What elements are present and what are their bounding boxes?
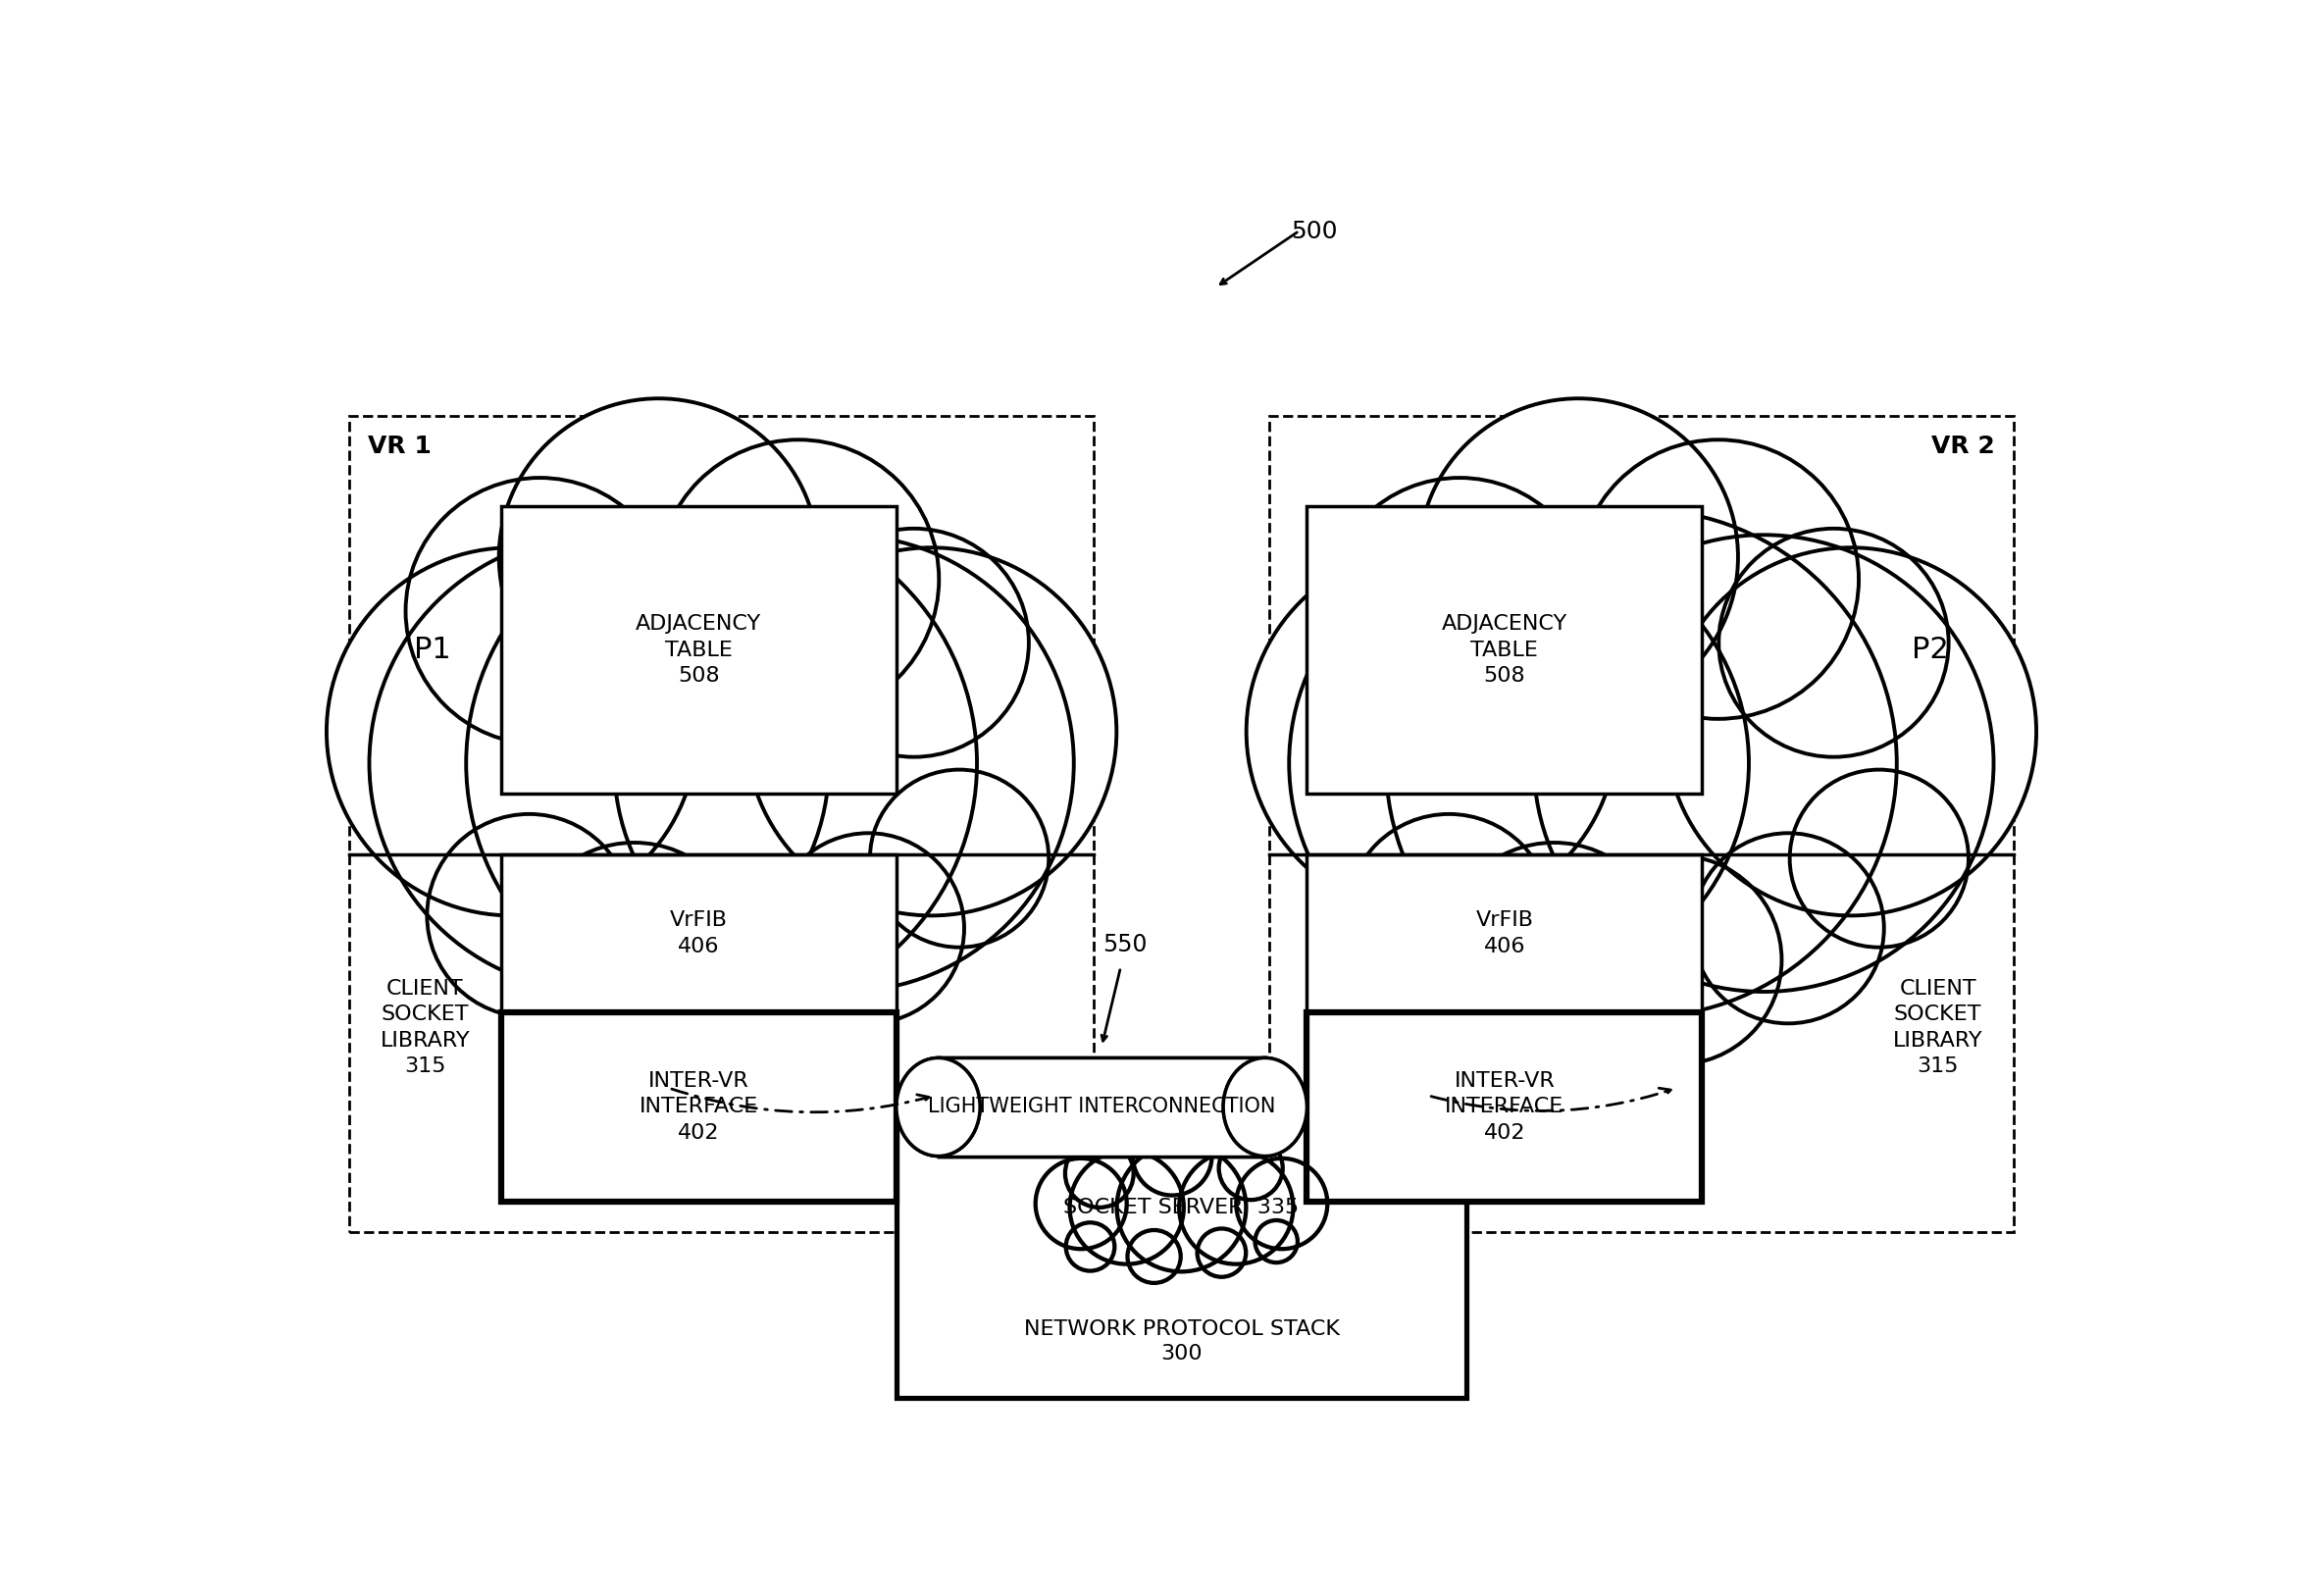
Circle shape <box>657 440 939 718</box>
FancyBboxPatch shape <box>939 1058 1266 1156</box>
Circle shape <box>650 855 862 1065</box>
Circle shape <box>1035 1159 1128 1250</box>
Ellipse shape <box>897 1058 980 1156</box>
Text: INTER-VR
INTERFACE
402: INTER-VR INTERFACE 402 <box>1446 1071 1563 1143</box>
Text: ADJACENCY
TABLE
508: ADJACENCY TABLE 508 <box>1441 614 1568 686</box>
Circle shape <box>1236 1159 1328 1250</box>
Circle shape <box>869 769 1049 948</box>
Ellipse shape <box>1222 1058 1308 1156</box>
Circle shape <box>1386 509 1898 1017</box>
Circle shape <box>613 535 1075 991</box>
Circle shape <box>747 547 1116 916</box>
Circle shape <box>1718 528 1949 757</box>
Circle shape <box>406 477 673 744</box>
FancyBboxPatch shape <box>1308 854 1702 1012</box>
Circle shape <box>498 399 819 715</box>
FancyBboxPatch shape <box>897 1095 1467 1398</box>
Circle shape <box>1418 399 1739 715</box>
FancyArrowPatch shape <box>1432 1088 1672 1111</box>
Text: VR 2: VR 2 <box>1932 434 1995 458</box>
Circle shape <box>1220 1136 1282 1200</box>
Circle shape <box>427 814 632 1017</box>
FancyBboxPatch shape <box>1308 506 1702 793</box>
Circle shape <box>1347 814 1552 1017</box>
Text: LIGHTWEIGHT INTERCONNECTION: LIGHTWEIGHT INTERCONNECTION <box>927 1096 1275 1117</box>
Circle shape <box>1132 1117 1213 1195</box>
Circle shape <box>327 547 696 916</box>
Text: ADJACENCY
TABLE
508: ADJACENCY TABLE 508 <box>636 614 761 686</box>
Text: INTER-VR
INTERFACE
402: INTER-VR INTERFACE 402 <box>639 1071 759 1143</box>
Circle shape <box>798 528 1028 757</box>
Circle shape <box>1197 1229 1245 1277</box>
Circle shape <box>1441 843 1665 1065</box>
Circle shape <box>1693 833 1884 1023</box>
Circle shape <box>1245 547 1617 916</box>
FancyArrowPatch shape <box>671 1088 929 1112</box>
FancyBboxPatch shape <box>500 1012 897 1202</box>
Circle shape <box>1065 1140 1135 1208</box>
Text: P2: P2 <box>1912 635 1949 664</box>
Circle shape <box>1577 440 1859 718</box>
Circle shape <box>1065 1223 1114 1270</box>
Text: NETWORK PROTOCOL STACK
300: NETWORK PROTOCOL STACK 300 <box>1024 1320 1340 1363</box>
Circle shape <box>369 535 830 991</box>
Text: CLIENT
SOCKET
LIBRARY
315: CLIENT SOCKET LIBRARY 315 <box>1893 978 1983 1076</box>
Circle shape <box>1116 1143 1245 1272</box>
Circle shape <box>1178 1151 1294 1264</box>
Circle shape <box>466 509 978 1017</box>
Text: VR 1: VR 1 <box>369 434 431 458</box>
Text: VrFIB
406: VrFIB 406 <box>1476 910 1533 956</box>
Text: 500: 500 <box>1291 220 1337 243</box>
Circle shape <box>1570 855 1783 1065</box>
Circle shape <box>1533 535 1995 991</box>
FancyBboxPatch shape <box>500 506 897 793</box>
Circle shape <box>1326 477 1593 744</box>
Polygon shape <box>939 1058 1266 1156</box>
Text: VrFIB
406: VrFIB 406 <box>669 910 729 956</box>
Ellipse shape <box>897 1058 980 1156</box>
Circle shape <box>773 833 964 1023</box>
Circle shape <box>1070 1151 1183 1264</box>
Ellipse shape <box>1222 1058 1308 1156</box>
Circle shape <box>1289 535 1748 991</box>
Text: CLIENT
SOCKET
LIBRARY
315: CLIENT SOCKET LIBRARY 315 <box>380 978 470 1076</box>
FancyBboxPatch shape <box>500 854 897 1012</box>
Circle shape <box>1665 547 2036 916</box>
Text: SOCKET SERVER  335: SOCKET SERVER 335 <box>1063 1197 1298 1218</box>
Text: 550: 550 <box>1102 932 1146 956</box>
Circle shape <box>1254 1221 1298 1262</box>
Circle shape <box>1789 769 1969 948</box>
Text: P1: P1 <box>415 635 452 664</box>
Circle shape <box>523 843 745 1065</box>
FancyBboxPatch shape <box>1308 1012 1702 1202</box>
Circle shape <box>1128 1231 1181 1283</box>
